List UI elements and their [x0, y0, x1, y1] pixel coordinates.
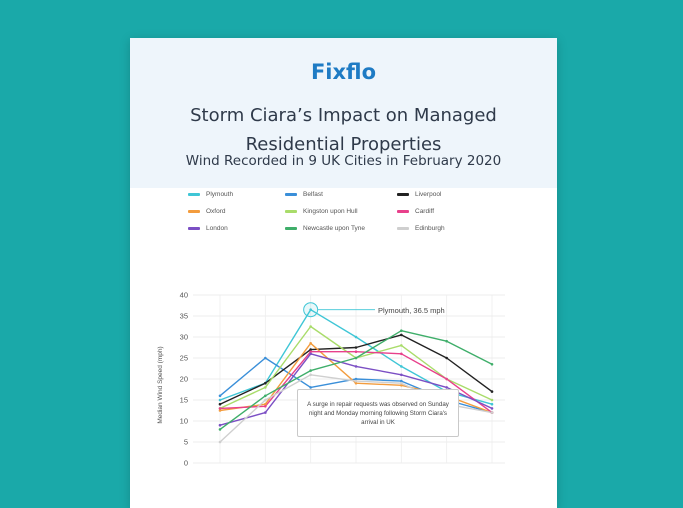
legend-label: Cardiff [415, 207, 435, 215]
data-point [218, 398, 222, 402]
y-tick-label: 10 [180, 417, 188, 426]
data-point [354, 350, 358, 354]
data-point [400, 384, 403, 387]
data-point [309, 373, 312, 377]
data-point [490, 411, 494, 414]
peak-callout-label: Plymouth, 36.5 mph [378, 306, 445, 315]
legend-item: Belfast [285, 188, 323, 200]
data-point [218, 428, 222, 431]
chart-title: Wind Recorded in 9 UK Cities in February… [185, 153, 502, 169]
data-point [264, 386, 267, 389]
legend-swatch [188, 192, 200, 196]
legend-label: Oxford [206, 207, 226, 215]
data-point [400, 365, 403, 368]
legend-item: Oxford [188, 205, 226, 217]
data-point [445, 339, 448, 343]
data-point [354, 379, 358, 383]
data-point [309, 342, 312, 345]
legend-item: Kingston upon Hull [285, 205, 358, 217]
data-point [400, 379, 403, 383]
legend-label: Belfast [303, 190, 323, 198]
data-point [218, 407, 222, 410]
data-point [309, 386, 312, 389]
legend-swatch [188, 209, 200, 213]
y-tick-label: 15 [180, 396, 188, 405]
data-point [309, 350, 312, 354]
data-point [354, 381, 358, 385]
data-point [490, 390, 494, 393]
brand-logo: Fixflo [310, 60, 377, 84]
data-point [445, 386, 448, 389]
annotation-box: A surge in repair requests was observed … [297, 389, 459, 437]
legend-item: Liverpool [397, 188, 441, 200]
data-point [218, 402, 222, 406]
y-tick-label: 20 [180, 375, 188, 384]
data-point [309, 369, 312, 372]
legend-label: Kingston upon Hull [303, 207, 358, 215]
legend-label: Liverpool [415, 190, 442, 198]
data-point [264, 405, 267, 408]
y-tick-label: 35 [180, 312, 188, 321]
y-axis-label: Median Wind Speed (mph) [157, 346, 164, 423]
line-chart: 0 5 10 15 20 25 30 35 40 Median Wind Speed (mph) [157, 291, 505, 468]
data-point [264, 381, 267, 385]
data-point [400, 373, 403, 377]
data-point [400, 329, 403, 333]
legend-swatch [285, 192, 297, 196]
legend-item: Cardiff [397, 205, 434, 217]
data-point [309, 348, 312, 351]
data-point [400, 333, 403, 337]
data-point [400, 352, 403, 356]
legend-swatch [397, 209, 409, 213]
data-point [354, 356, 358, 360]
data-point [445, 356, 448, 360]
data-point [264, 411, 267, 414]
legend-label: Plymouth [206, 190, 234, 198]
y-tick-label: 5 [184, 438, 188, 447]
peak-highlight-ring [303, 302, 319, 318]
data-point [490, 363, 494, 366]
legend-swatch [397, 192, 409, 196]
legend-label: Edinburgh [415, 224, 445, 232]
legend-item: London [188, 222, 228, 234]
chart-legend: Plymouth Belfast Liverpool Oxford Kingston u… [188, 188, 528, 238]
header-band [130, 38, 557, 188]
data-point [354, 365, 358, 368]
report-title: Storm Ciara’s Impact on Managed Resident… [190, 105, 497, 155]
data-point [309, 325, 312, 328]
data-point [445, 377, 448, 381]
data-point [490, 407, 494, 410]
data-point [490, 402, 494, 406]
data-point [400, 381, 403, 385]
legend-item: Plymouth [188, 188, 233, 200]
legend-label: London [206, 224, 228, 232]
legend-swatch [188, 226, 200, 230]
data-point [354, 346, 358, 349]
legend-item: Edinburgh [397, 222, 445, 234]
legend-swatch [285, 209, 297, 213]
data-point [218, 394, 222, 398]
data-point [218, 409, 222, 412]
data-point [264, 402, 267, 406]
legend-swatch [285, 226, 297, 230]
legend-item: Newcastle upon Tyne [285, 222, 365, 234]
data-point [264, 356, 267, 360]
data-point [400, 344, 403, 347]
data-point [218, 423, 222, 427]
data-point [218, 440, 222, 444]
legend-swatch [397, 226, 409, 230]
data-point [354, 335, 358, 339]
data-point [264, 394, 267, 398]
data-point [354, 377, 358, 381]
y-tick-label: 25 [180, 354, 188, 363]
data-point [309, 308, 312, 312]
data-point [309, 352, 312, 356]
legend-label: Newcastle upon Tyne [303, 224, 366, 232]
y-tick-label: 0 [184, 459, 188, 468]
y-tick-label: 40 [180, 291, 188, 300]
data-point [264, 398, 267, 402]
y-tick-label: 30 [180, 333, 188, 342]
data-point [490, 398, 494, 402]
